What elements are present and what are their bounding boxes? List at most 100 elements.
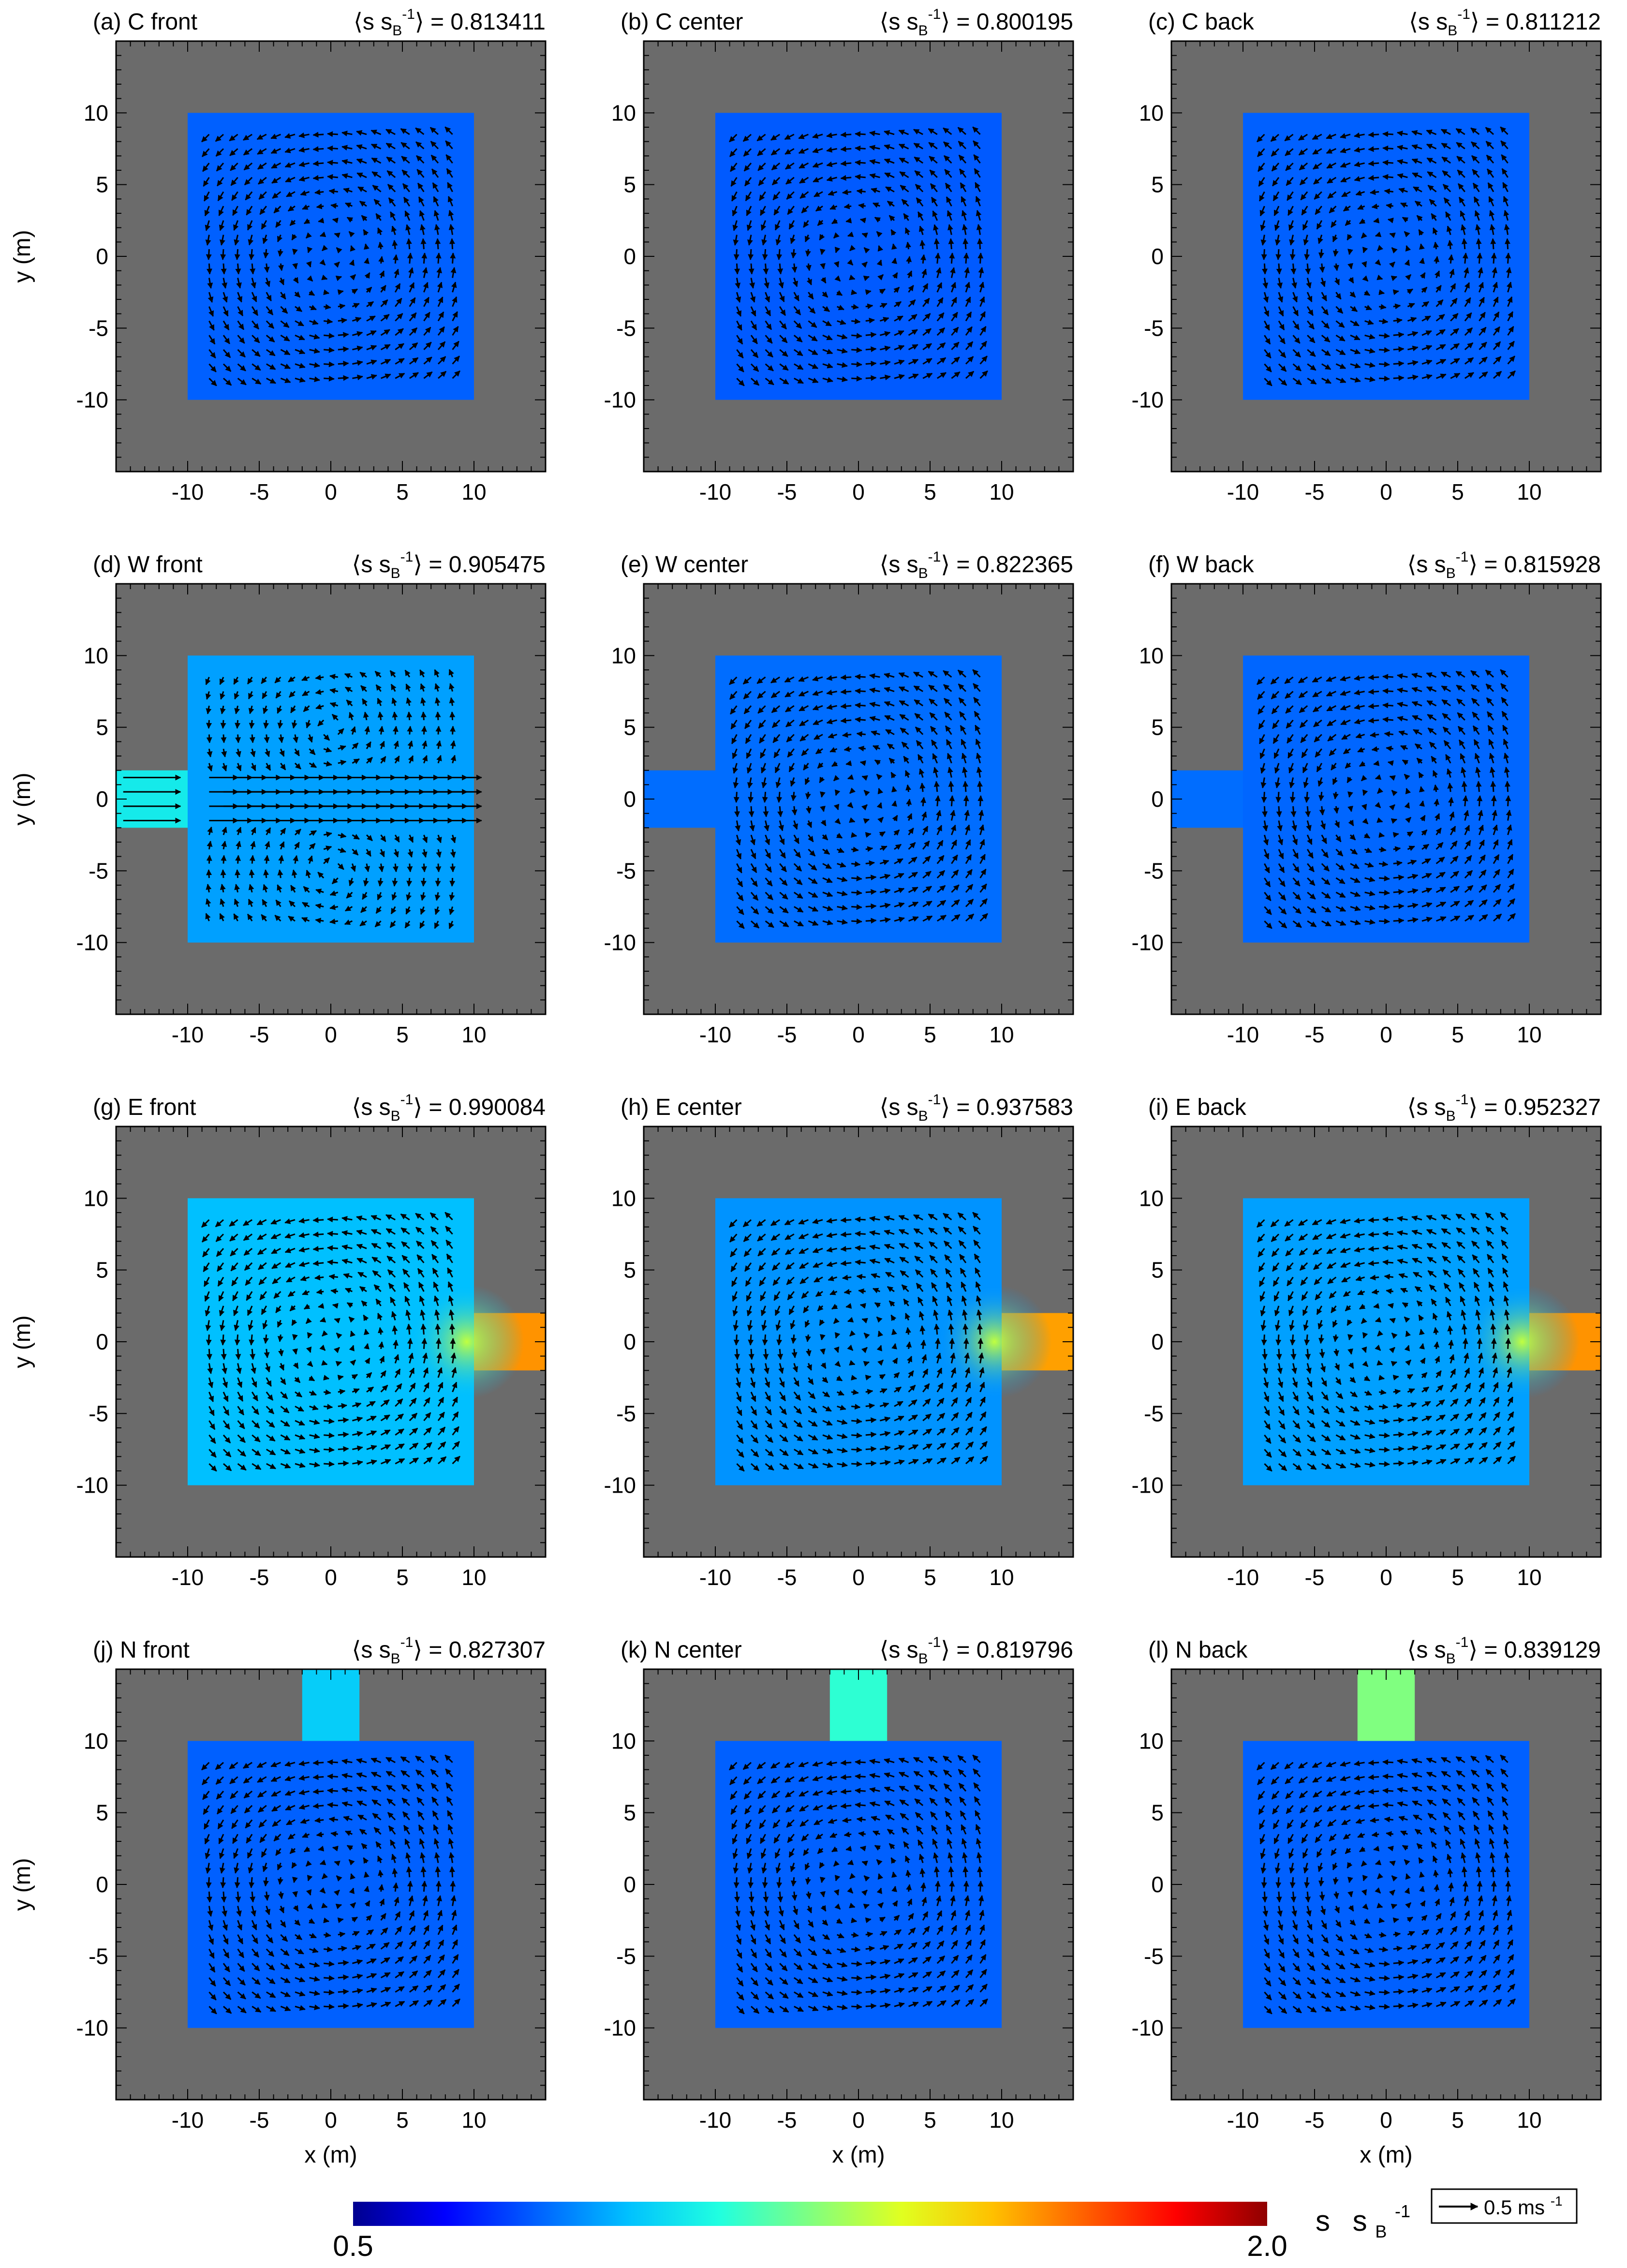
velocity-vector — [208, 378, 217, 386]
velocity-vector — [1275, 1334, 1282, 1346]
velocity-vector — [1448, 1339, 1454, 1349]
velocity-vector — [920, 1339, 926, 1349]
velocity-vector — [221, 1349, 227, 1360]
y-tick-label: 10 — [1139, 100, 1164, 125]
velocity-vector — [292, 263, 298, 269]
velocity-vector — [336, 247, 342, 253]
velocity-vector — [366, 345, 377, 351]
velocity-vector — [791, 1349, 798, 1359]
x-tick-label: -5 — [1305, 1022, 1325, 1047]
velocity-vector — [421, 1881, 428, 1892]
velocity-vector — [905, 1869, 912, 1878]
velocity-vector — [352, 331, 363, 337]
velocity-vector — [820, 1877, 826, 1883]
velocity-vector — [270, 133, 281, 139]
velocity-vector — [244, 177, 253, 186]
velocity-vector — [855, 174, 866, 180]
velocity-vector — [1368, 1231, 1379, 1238]
velocity-vector — [309, 334, 320, 340]
velocity-vector — [1370, 732, 1379, 738]
velocity-vector — [1419, 243, 1425, 250]
velocity-vector — [1347, 791, 1353, 798]
velocity-vector — [327, 1759, 338, 1765]
velocity-vector — [280, 334, 290, 342]
velocity-vector — [1379, 875, 1390, 882]
velocity-vector — [338, 1389, 346, 1395]
velocity-vector — [307, 275, 313, 282]
velocity-vector — [337, 1375, 344, 1381]
velocity-vector — [300, 190, 310, 196]
velocity-vector — [386, 156, 396, 164]
velocity-vector — [298, 161, 310, 167]
velocity-vector — [908, 329, 918, 336]
velocity-vector — [1379, 333, 1390, 339]
velocity-vector — [1433, 241, 1439, 250]
velocity-vector — [338, 1988, 349, 1995]
x-tick-label: 10 — [989, 479, 1014, 504]
velocity-vector — [1262, 1349, 1268, 1360]
velocity-vector — [392, 863, 399, 873]
velocity-vector — [794, 377, 804, 384]
velocity-vector — [1384, 731, 1393, 737]
velocity-vector — [1289, 1334, 1296, 1346]
y-tick-label: -10 — [604, 1473, 636, 1498]
velocity-vector — [316, 1831, 324, 1838]
velocity-vector — [840, 1774, 852, 1780]
velocity-vector — [840, 1803, 852, 1809]
velocity-vector — [977, 795, 984, 806]
velocity-vector — [1382, 1259, 1393, 1265]
velocity-vector — [366, 330, 377, 336]
velocity-vector — [976, 781, 983, 792]
velocity-vector — [855, 1245, 866, 1251]
velocity-vector — [305, 232, 312, 239]
velocity-vector — [1382, 174, 1393, 180]
velocity-vector — [338, 360, 349, 367]
velocity-vector — [948, 238, 954, 250]
x-tick-label: 0 — [325, 1022, 337, 1047]
velocity-vector — [905, 241, 912, 250]
velocity-vector — [936, 372, 947, 379]
y-tick-label: -5 — [89, 858, 108, 883]
velocity-vector — [865, 1931, 873, 1938]
y-tick-label: -5 — [1144, 1401, 1164, 1426]
velocity-vector — [314, 189, 324, 195]
velocity-vector — [851, 832, 858, 838]
velocity-vector — [323, 1375, 330, 1381]
velocity-vector — [779, 335, 788, 343]
velocity-vector — [324, 333, 335, 339]
velocity-vector — [433, 196, 439, 207]
velocity-vector — [243, 133, 253, 141]
velocity-vector — [1305, 1349, 1311, 1360]
velocity-vector — [346, 217, 354, 223]
velocity-vector — [1393, 360, 1405, 367]
velocity-vector — [855, 1788, 866, 1794]
velocity-vector — [733, 1334, 740, 1346]
panel-title: (i) E back — [1148, 1095, 1247, 1120]
velocity-vector — [840, 1260, 852, 1266]
velocity-vector — [1434, 256, 1440, 264]
velocity-vector — [318, 1303, 325, 1309]
velocity-vector — [1290, 263, 1297, 275]
y-tick-label: 0 — [623, 1329, 636, 1354]
velocity-vector — [837, 348, 848, 354]
velocity-vector — [1379, 1432, 1390, 1438]
velocity-vector — [933, 1323, 940, 1335]
velocity-vector — [851, 1961, 862, 1967]
velocity-vector — [237, 292, 243, 303]
velocity-vector — [392, 1325, 398, 1335]
velocity-vector — [1290, 1349, 1297, 1360]
velocity-vector — [1393, 1460, 1405, 1467]
y-tick-label: -5 — [1144, 858, 1164, 883]
velocity-vector — [407, 1338, 413, 1349]
x-tick-label: -10 — [699, 1022, 731, 1047]
velocity-vector — [406, 878, 413, 887]
velocity-vector — [1378, 304, 1387, 310]
velocity-vector — [206, 720, 212, 729]
velocity-vector — [324, 318, 333, 325]
velocity-vector — [312, 1231, 324, 1238]
velocity-vector — [304, 218, 311, 224]
y-tick-label: 10 — [611, 100, 636, 125]
velocity-vector — [1373, 217, 1380, 223]
velocity-vector — [948, 1866, 954, 1878]
velocity-vector — [1382, 1216, 1393, 1223]
